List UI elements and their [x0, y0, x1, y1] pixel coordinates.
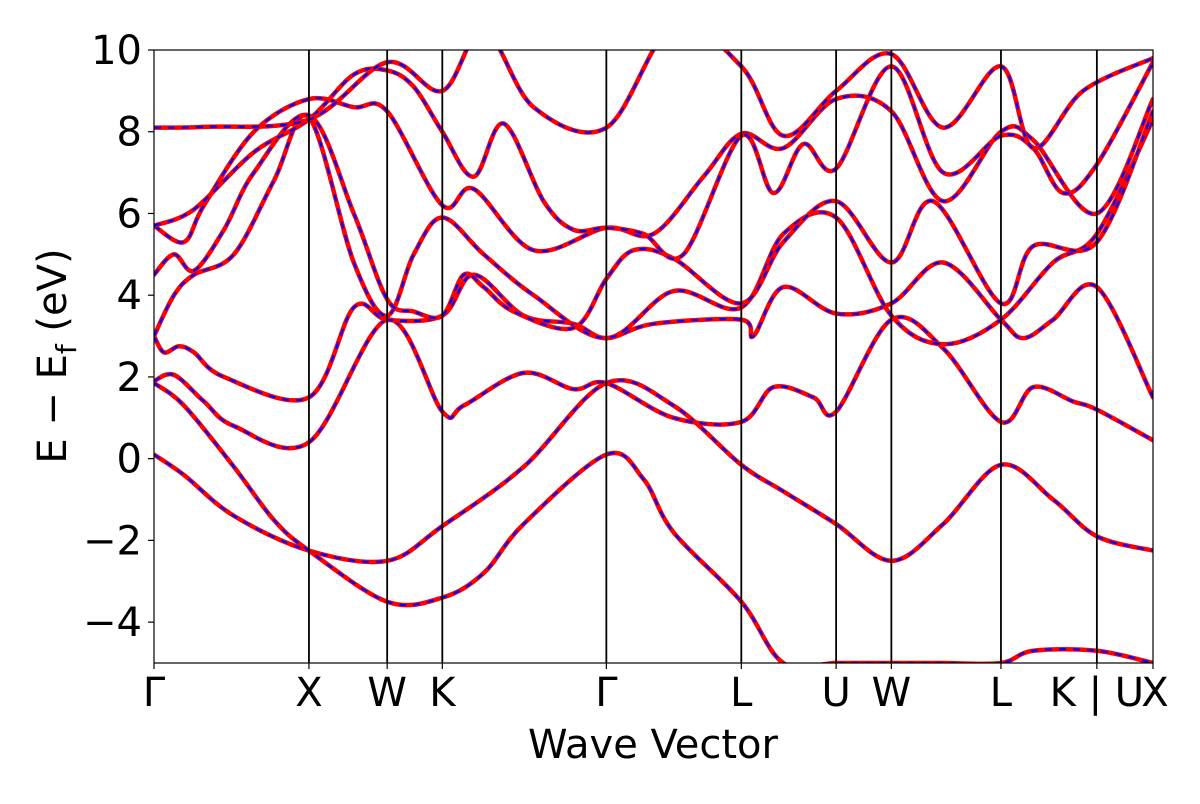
x-tick-label: W	[367, 670, 407, 716]
band-line-blue	[154, 316, 1153, 450]
band-line-blue	[154, 50, 1153, 150]
x-tick-label: X	[295, 670, 322, 716]
y-axis-ticks: −4 −2 0 2 4 6 8 10	[83, 28, 154, 646]
y-axis-label-unit: (eV)	[30, 248, 76, 344]
band-line-red	[154, 380, 1153, 663]
y-tick-label: 10	[91, 28, 142, 74]
y-tick-label: 8	[117, 110, 142, 156]
x-tick-label: Γ	[143, 670, 166, 716]
y-axis-label-main: E − E	[30, 354, 76, 464]
bands-layer	[154, 50, 1153, 663]
y-axis-label-subscript: f	[50, 343, 83, 354]
x-tick-label: K | U	[1050, 670, 1144, 716]
plot-background	[154, 50, 1153, 663]
band-line-blue	[154, 110, 1153, 331]
x-tick-label: L	[730, 670, 753, 716]
y-tick-label: −2	[83, 518, 142, 564]
y-tick-label: 0	[117, 437, 142, 483]
x-tick-label: Γ	[595, 670, 618, 716]
y-tick-label: 6	[117, 191, 142, 237]
x-tick-label: L	[990, 670, 1013, 716]
band-line-blue	[154, 61, 1153, 260]
high-symmetry-lines	[308, 50, 1098, 663]
y-axis-label: E − Ef (eV)	[30, 248, 83, 463]
plot-frame	[153, 49, 1154, 664]
y-tick-label: 4	[117, 273, 142, 319]
y-tick-label: 2	[117, 355, 142, 401]
band-line-blue	[154, 114, 1153, 346]
x-tick-label: U	[821, 670, 850, 716]
y-tick-label: −4	[83, 600, 142, 646]
x-tick-label: X	[1141, 670, 1168, 716]
x-tick-label: K	[429, 670, 457, 716]
x-axis-label: Wave Vector	[528, 722, 779, 768]
x-tick-label: W	[872, 670, 912, 716]
